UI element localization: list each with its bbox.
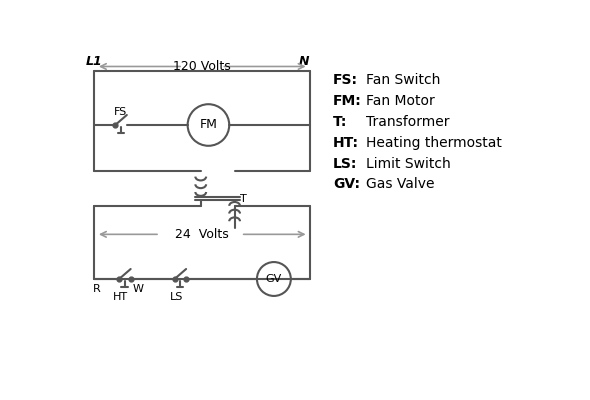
Text: Heating thermostat: Heating thermostat <box>366 136 502 150</box>
Text: W: W <box>132 284 143 294</box>
Circle shape <box>188 104 230 146</box>
Text: Limit Switch: Limit Switch <box>366 156 450 170</box>
Text: LS: LS <box>169 292 183 302</box>
Text: T:: T: <box>333 115 348 129</box>
Circle shape <box>257 262 291 296</box>
Text: Gas Valve: Gas Valve <box>366 177 434 191</box>
Text: Fan Switch: Fan Switch <box>366 73 440 87</box>
Text: LS:: LS: <box>333 156 358 170</box>
Text: Fan Motor: Fan Motor <box>366 94 434 108</box>
Text: L1: L1 <box>85 55 102 68</box>
Text: FS: FS <box>114 107 127 117</box>
Text: FS:: FS: <box>333 73 358 87</box>
Text: R: R <box>93 284 101 294</box>
Text: GV: GV <box>266 274 282 284</box>
Text: FM:: FM: <box>333 94 362 108</box>
Text: T: T <box>240 194 247 204</box>
Text: FM: FM <box>199 118 217 132</box>
Text: HT: HT <box>113 292 128 302</box>
Text: 120 Volts: 120 Volts <box>173 60 231 73</box>
Text: Transformer: Transformer <box>366 115 449 129</box>
Text: N: N <box>299 55 309 68</box>
Text: GV:: GV: <box>333 177 360 191</box>
Text: HT:: HT: <box>333 136 359 150</box>
Text: 24  Volts: 24 Volts <box>175 228 229 241</box>
